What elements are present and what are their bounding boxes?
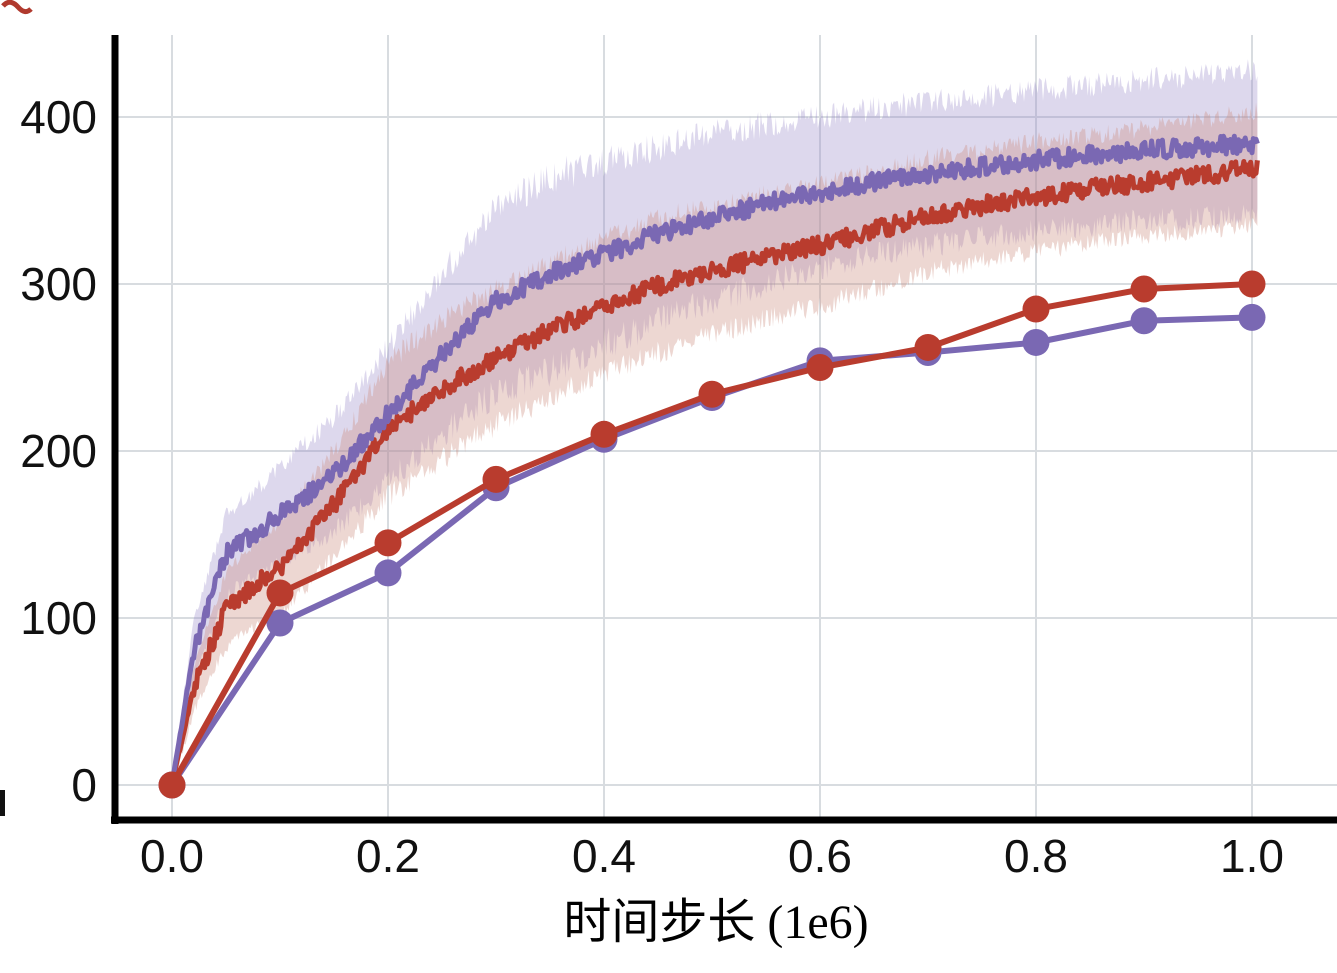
cropped-text-fragment-red [1, 0, 33, 15]
y-tick-label: 300 [20, 258, 97, 310]
red-eval-curve-marker [698, 380, 726, 408]
purple-eval-curve-marker [374, 559, 402, 587]
x-axis-label: 时间步长 (1e6) [563, 896, 868, 949]
red-eval-curve-marker [1022, 295, 1050, 323]
purple-eval-curve-marker [266, 609, 294, 637]
y-tick-label: 200 [20, 425, 97, 477]
purple-eval-curve-marker [1130, 307, 1158, 335]
x-tick-label: 0.4 [572, 830, 636, 882]
cropped-ylabel-fragment [0, 790, 5, 816]
red-eval-curve-marker [374, 529, 402, 557]
red-eval-curve-marker [158, 771, 186, 799]
plot-area [158, 59, 1266, 799]
y-tick-label: 0 [71, 759, 97, 811]
purple-eval-curve-marker [1238, 303, 1266, 331]
red-eval-curve-marker [1238, 270, 1266, 298]
y-tick-label: 100 [20, 592, 97, 644]
red-eval-curve-marker [806, 354, 834, 381]
x-tick-label: 0.6 [788, 830, 852, 882]
red-eval-curve-marker [1130, 275, 1158, 303]
red-eval-curve-marker [482, 465, 510, 493]
red-training-curve-mean-line [169, 159, 1260, 787]
x-tick-label: 0.2 [356, 830, 420, 882]
red-eval-curve-marker [914, 333, 942, 361]
red-eval-curve-marker [590, 420, 618, 448]
purple-eval-curve-marker [1022, 328, 1050, 356]
x-tick-label: 0.8 [1004, 830, 1068, 882]
x-tick-label: 1.0 [1220, 830, 1284, 882]
y-tick-label: 400 [20, 91, 97, 143]
x-tick-label: 0.0 [140, 830, 204, 882]
purple-training-curve-mean-line [169, 133, 1260, 786]
red-eval-curve-marker [266, 579, 294, 607]
tick-labels: 0 100 200 300 400 0.0 0.2 0.4 0.6 0.8 1.0 [20, 91, 1284, 882]
